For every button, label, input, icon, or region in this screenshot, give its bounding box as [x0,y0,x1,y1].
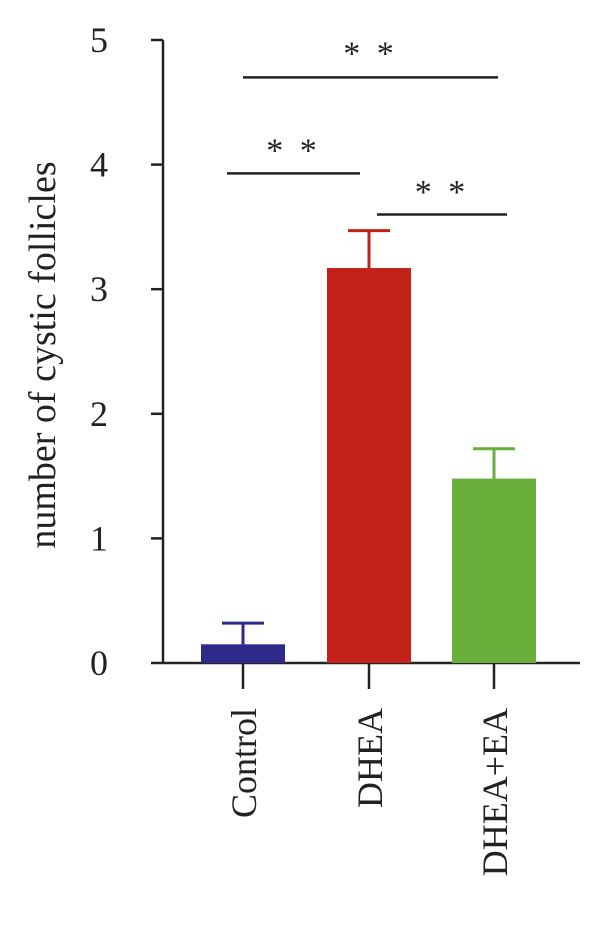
y-axis: 0 1 2 3 4 5 [90,20,165,683]
bar [201,644,285,663]
bar-series: Control DHEA DHEA+EA [201,229,536,876]
significance-label: * * [266,133,321,170]
y-tick-label: 2 [90,394,108,434]
significance-label: * * [343,35,398,72]
y-tick-label: 0 [90,643,108,683]
y-tick-label: 4 [90,145,108,185]
significance-label: * * [415,174,470,211]
bar [327,268,411,663]
y-tick-label: 3 [90,269,108,309]
y-tick-label: 1 [90,518,108,558]
significance-annotations: * * * * * * [227,35,507,216]
y-axis-title: number of cystic follicles [22,161,64,548]
y-tick-label: 5 [90,20,108,60]
x-tick-label: Control [224,708,264,818]
x-tick-label: DHEA [350,708,390,808]
bar [452,478,536,663]
x-tick-label: DHEA+EA [475,708,515,876]
